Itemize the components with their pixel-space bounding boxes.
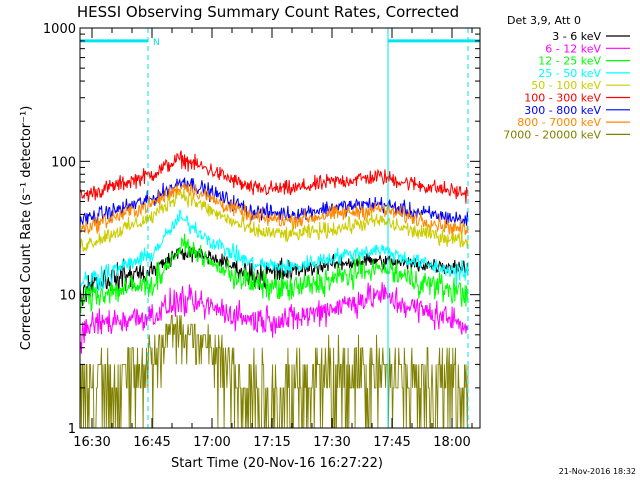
plot-frame xyxy=(79,27,481,429)
plot-area: N xyxy=(79,28,480,428)
x-tick-label-1715: 17:15 xyxy=(253,435,290,450)
legend-label-9: 7000 - 20000 keV xyxy=(503,128,601,141)
timestamp-label: 21-Nov-2016 18:32 xyxy=(559,467,636,476)
y-tick-label-100: 100 xyxy=(51,155,76,170)
legend-label-1: 3 - 6 keV xyxy=(552,30,601,43)
series-800-7000-kev-line xyxy=(80,182,469,236)
y-tick-label-10: 10 xyxy=(59,289,76,304)
x-tick-label-1745: 17:45 xyxy=(373,435,410,450)
x-axis-label: Start Time (20-Nov-16 16:27:22) xyxy=(171,456,383,471)
legend-label-5: 50 - 100 keV xyxy=(531,79,601,92)
x-tick-label-1645: 16:45 xyxy=(133,435,170,450)
x-tick-label-1800: 18:00 xyxy=(433,435,470,450)
series-12-25-kev-line xyxy=(80,233,469,314)
series-7000-20000-kev-line xyxy=(80,314,469,428)
x-tick-label-1630: 16:30 xyxy=(73,435,110,450)
series-6-12-kev-line xyxy=(80,282,469,354)
axes: 1 10 100 1000 16:30 16:45 17:00 17:15 17:30 17:45… xyxy=(43,22,480,450)
y-axis-label: Corrected Count Rate (s⁻¹ detector⁻¹) xyxy=(19,106,34,351)
legend-title: Det 3,9, Att 0 xyxy=(507,14,581,27)
legend-label-3: 12 - 25 keV xyxy=(538,55,601,68)
attenuator-marker: N xyxy=(153,38,160,48)
legend-label-6: 100 - 300 keV xyxy=(524,92,601,105)
legend-label-8: 800 - 7000 keV xyxy=(517,116,601,129)
series-group xyxy=(80,150,469,428)
series-100-300-kev-line xyxy=(80,150,469,204)
legend-label-7: 300 - 800 keV xyxy=(524,104,601,117)
series-25-50-kev-line xyxy=(80,208,469,294)
legend-label-4: 25 - 50 keV xyxy=(538,67,601,80)
legend-label-2: 6 - 12 keV xyxy=(545,42,601,55)
x-tick-label-1700: 17:00 xyxy=(193,435,230,450)
y-tick-label-1000: 1000 xyxy=(43,22,76,37)
series-50-100-kev-line xyxy=(80,188,469,252)
x-tick-label-1730: 17:30 xyxy=(313,435,350,450)
y-tick-label-1: 1 xyxy=(68,422,76,437)
chart-title: HESSI Observing Summary Count Rates, Cor… xyxy=(77,3,459,21)
